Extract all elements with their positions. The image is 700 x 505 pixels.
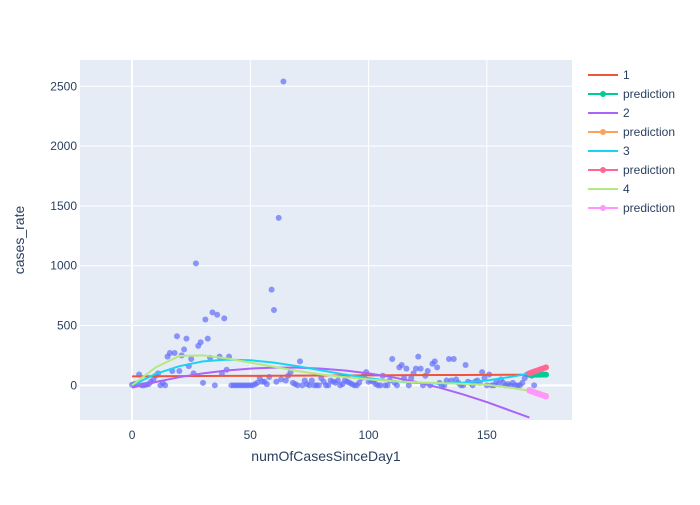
legend-label: 1 (623, 68, 630, 82)
legend-label: 4 (623, 182, 630, 196)
legend-item[interactable]: 4 (588, 182, 630, 196)
x-axis-title: numOfCasesSinceDay1 (251, 448, 401, 464)
legend-item[interactable]: 1 (588, 68, 630, 82)
data-point (221, 315, 227, 321)
data-point (205, 336, 211, 342)
data-point (399, 362, 405, 368)
plot-background (80, 60, 572, 420)
data-point (181, 346, 187, 352)
legend[interactable]: 1 prediction 2 prediction 3 prediction 4 predic… (588, 68, 675, 215)
legend-item[interactable]: 2 (588, 106, 630, 120)
y-tick-label: 500 (57, 319, 77, 333)
y-tick-label: 1500 (50, 199, 77, 213)
legend-label: 2 (623, 106, 630, 120)
data-point (271, 307, 277, 313)
legend-item[interactable]: prediction (588, 163, 675, 177)
data-point (394, 382, 400, 388)
y-tick-label: 0 (70, 378, 77, 392)
data-point (415, 354, 421, 360)
x-tick-label: 150 (477, 428, 497, 442)
data-point (176, 368, 182, 374)
legend-marker (600, 129, 606, 135)
x-tick-label: 100 (359, 428, 379, 442)
data-point (264, 381, 270, 387)
data-point (451, 356, 457, 362)
data-point (162, 382, 168, 388)
data-point (214, 312, 220, 318)
legend-label: 3 (623, 144, 630, 158)
x-tick-label: 0 (129, 428, 136, 442)
data-point (297, 358, 303, 364)
data-point (418, 366, 424, 372)
legend-item[interactable]: prediction (588, 201, 675, 215)
data-point (202, 317, 208, 323)
legend-marker (600, 167, 606, 173)
series-marker-7 (543, 394, 549, 400)
y-tick-label: 2500 (50, 79, 77, 93)
legend-label: prediction (623, 163, 675, 177)
series-marker-1 (543, 372, 549, 378)
data-point (434, 364, 440, 370)
data-point (403, 366, 409, 372)
data-point (172, 350, 178, 356)
data-point (188, 356, 194, 362)
series-marker-5 (543, 364, 549, 370)
legend-marker (600, 205, 606, 211)
legend-item[interactable]: prediction (588, 87, 675, 101)
data-point (212, 382, 218, 388)
legend-marker (600, 91, 606, 97)
legend-label: prediction (623, 125, 675, 139)
y-tick-label: 1000 (50, 259, 77, 273)
data-point (389, 356, 395, 362)
data-point (200, 380, 206, 386)
legend-item[interactable]: 3 (588, 144, 630, 158)
legend-item[interactable]: prediction (588, 125, 675, 139)
x-tick-label: 50 (244, 428, 258, 442)
y-tick-label: 2000 (50, 139, 77, 153)
legend-label: prediction (623, 201, 675, 215)
data-point (316, 382, 322, 388)
data-point (174, 333, 180, 339)
data-point (425, 368, 431, 374)
data-point (193, 260, 199, 266)
data-point (276, 215, 282, 221)
data-point (531, 382, 537, 388)
data-point (463, 362, 469, 368)
y-axis-title: cases_rate (11, 206, 27, 275)
data-point (198, 339, 204, 345)
data-point (432, 358, 438, 364)
data-point (280, 79, 286, 85)
data-point (269, 287, 275, 293)
legend-label: prediction (623, 87, 675, 101)
data-point (183, 336, 189, 342)
